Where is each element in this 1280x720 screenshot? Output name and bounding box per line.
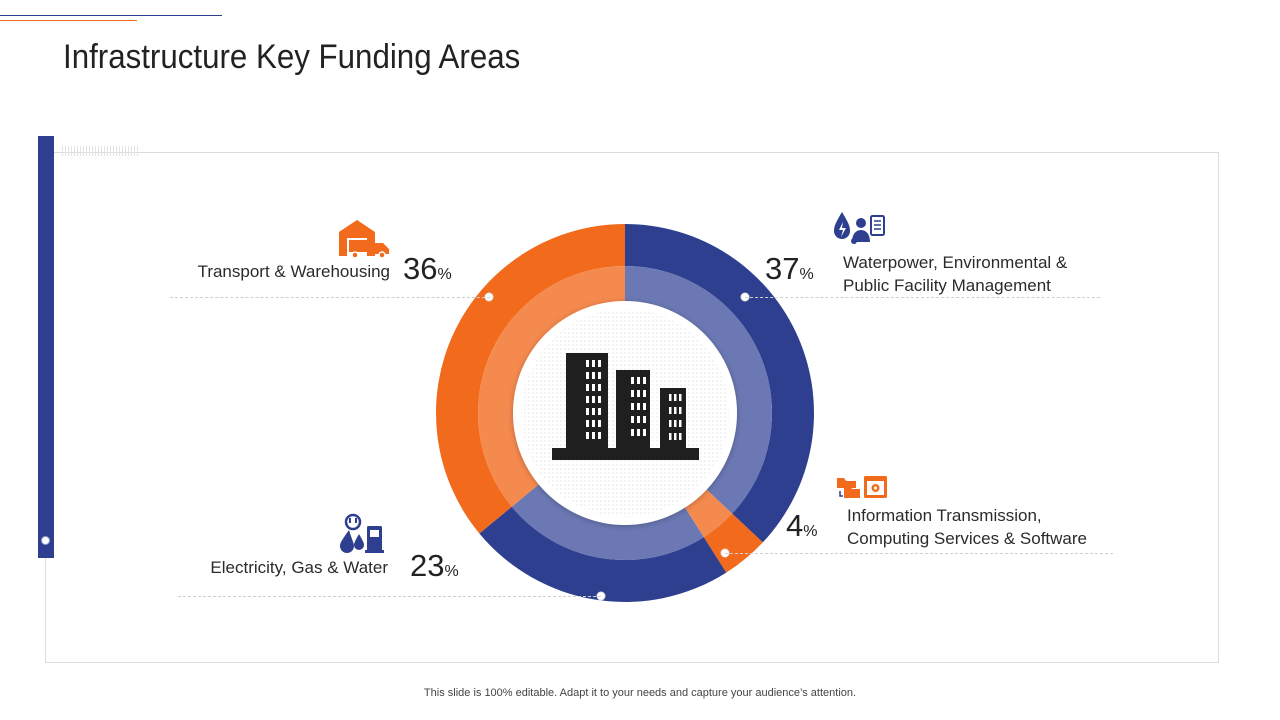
folder-computer-icon (836, 474, 888, 505)
donut-slice-3 (435, 224, 625, 534)
percent-unit: % (437, 266, 452, 283)
donut-slice-inner-0 (625, 266, 772, 514)
left-accent-dot (41, 536, 50, 545)
segment-label-line: Public Facility Management (843, 276, 1051, 295)
water-person-clipboard-icon (832, 210, 886, 251)
segment-percent-waterpower: 37% (765, 252, 814, 292)
segment-label-line: Waterpower, Environmental & (843, 253, 1068, 272)
donut-slice-1 (703, 513, 763, 573)
segment-percent-information: 4% (786, 509, 817, 549)
percent-value: 4 (786, 508, 804, 543)
segment-label-line: Computing Services & Software (847, 529, 1087, 548)
top-accent-line-orange (0, 20, 137, 21)
donut-slice-inner-1 (683, 488, 733, 538)
segment-percent-transport: 36% (403, 252, 452, 292)
donut-slice-2 (479, 506, 727, 602)
percent-unit: % (444, 563, 459, 580)
segment-label-electricity: Electricity, Gas & Water (210, 556, 388, 579)
segment-label-transport: Transport & Warehousing (198, 260, 390, 283)
percent-unit: % (799, 266, 814, 283)
segment-label-waterpower: Waterpower, Environmental & Public Facil… (843, 251, 1067, 297)
leader-line-transport (170, 297, 490, 298)
leader-line-electricity (178, 596, 601, 597)
leader-line-information (725, 553, 1113, 554)
frame-hatch-decoration (62, 146, 140, 156)
segment-label-line: Information Transmission, (847, 506, 1042, 525)
percent-value: 36 (403, 251, 438, 286)
footer-note: This slide is 100% editable. Adapt it to… (423, 687, 857, 699)
warehouse-truck-icon (337, 216, 391, 263)
electricity-fuel-icon (338, 512, 386, 559)
office-buildings-icon (552, 353, 699, 460)
segment-label-line: Transport & Warehousing (197, 262, 390, 281)
segment-percent-electricity: 23% (410, 549, 459, 589)
segment-label-line: Electricity, Gas & Water (210, 558, 388, 577)
donut-slice-inner-3 (478, 266, 625, 507)
top-accent-line-blue (0, 15, 222, 16)
percent-value: 37 (765, 251, 800, 286)
slide-title: Infrastructure Key Funding Areas (63, 38, 521, 76)
percent-unit: % (803, 523, 818, 540)
leader-line-waterpower (745, 297, 1100, 298)
donut-slice-0 (625, 224, 814, 543)
percent-value: 23 (410, 548, 445, 583)
segment-label-information: Information Transmission, Computing Serv… (847, 504, 1087, 550)
left-accent-bar (38, 136, 54, 558)
